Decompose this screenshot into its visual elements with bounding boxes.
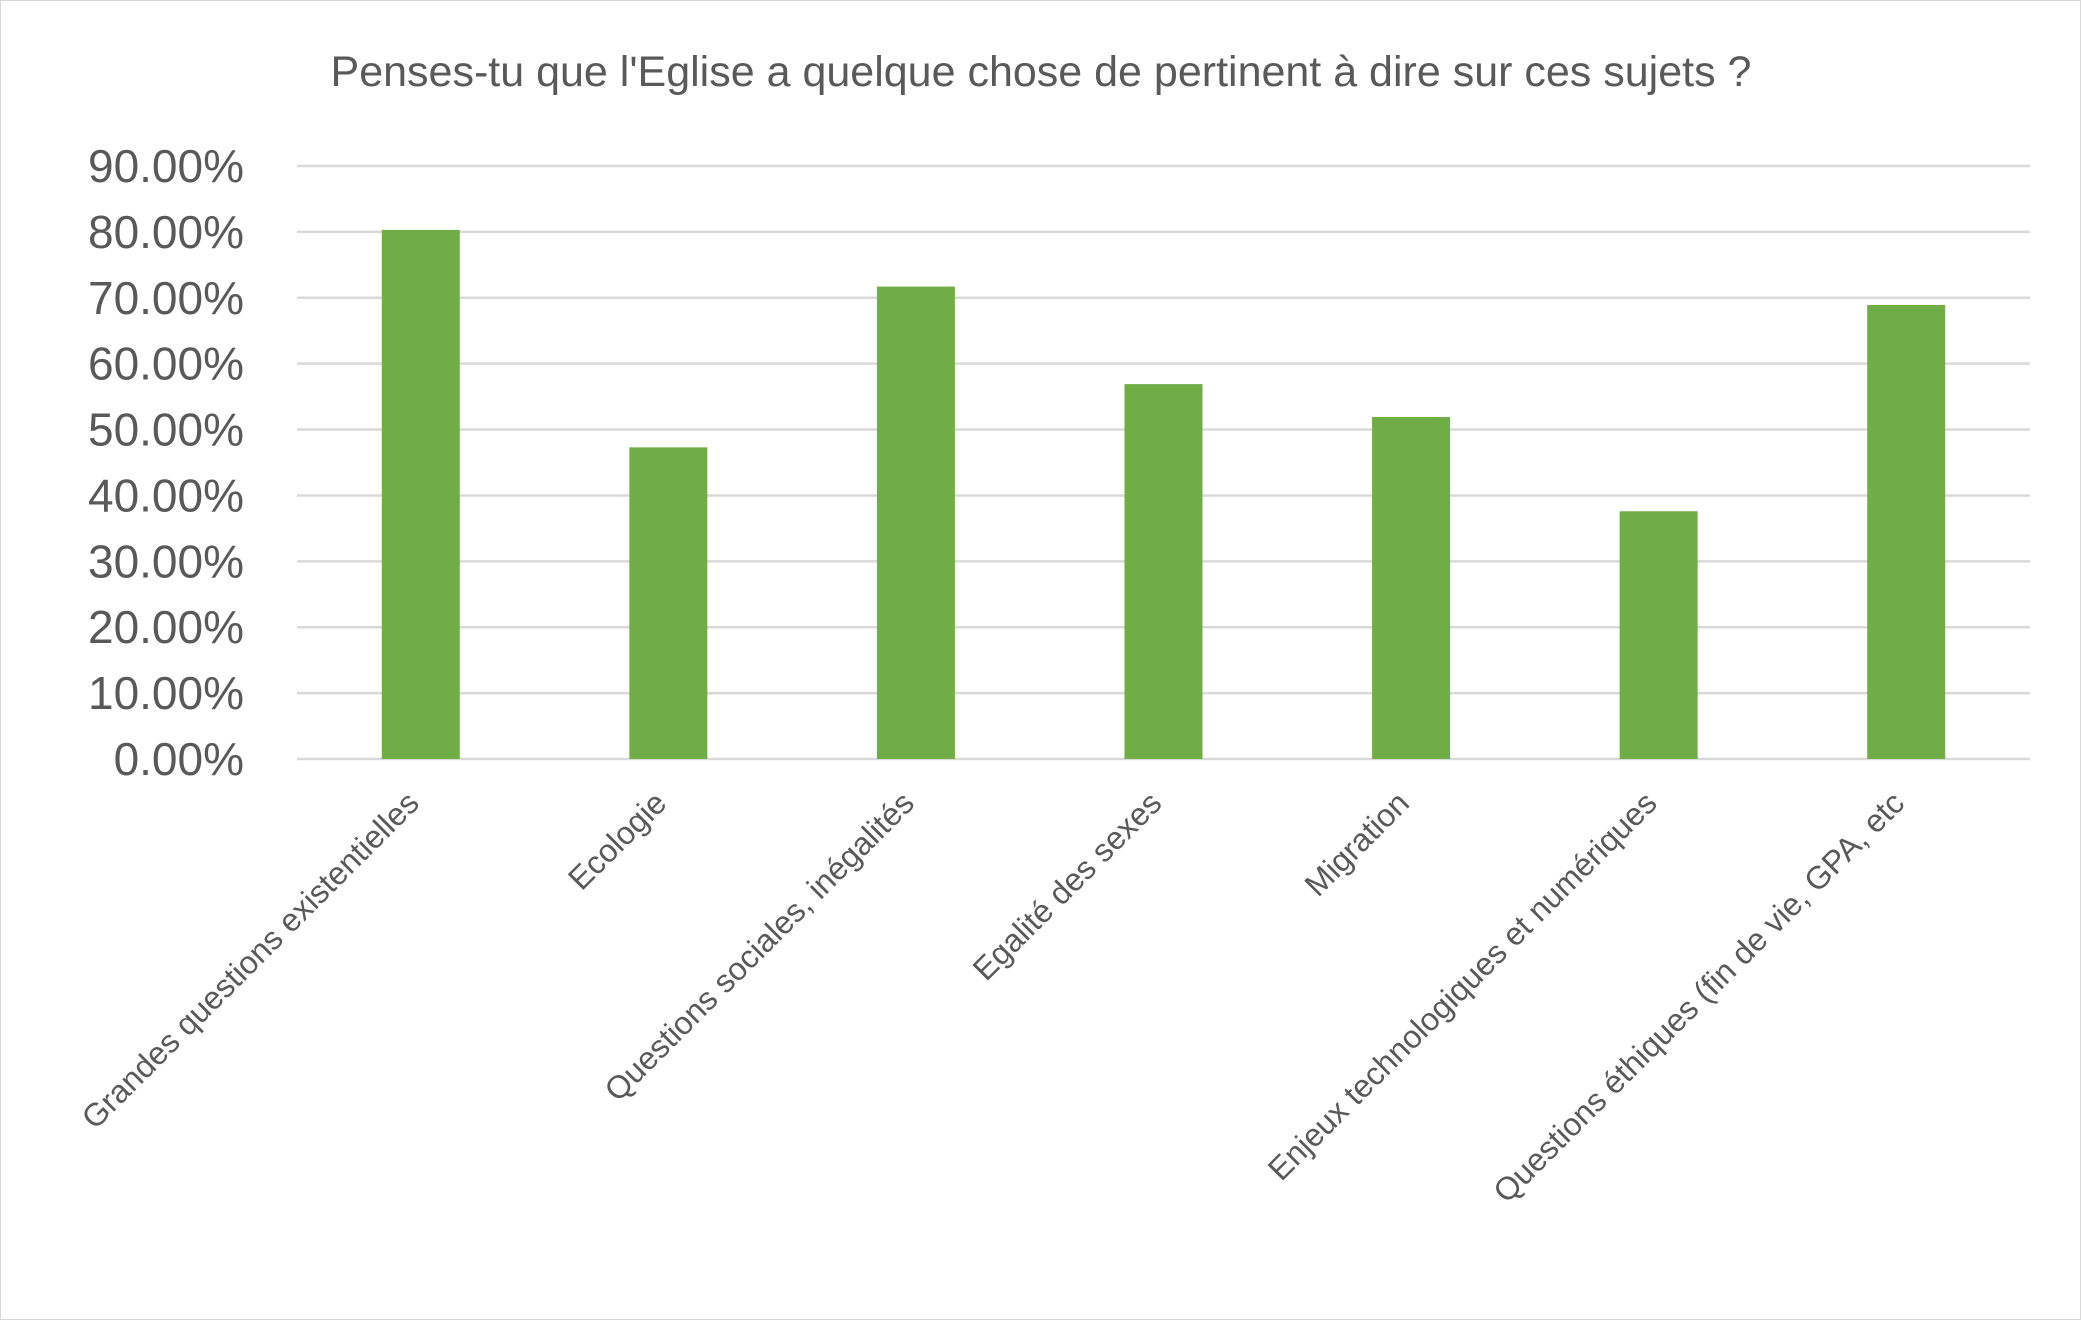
y-tick-label: 30.00%	[88, 535, 244, 587]
bar	[1372, 417, 1451, 759]
bar	[381, 229, 460, 759]
y-tick-label: 10.00%	[88, 667, 244, 719]
bar	[876, 286, 955, 759]
bar	[1124, 384, 1203, 759]
bar	[1619, 511, 1698, 759]
bar	[629, 447, 708, 759]
x-tick-label: Ecologie	[561, 784, 673, 896]
y-tick-label: 90.00%	[88, 140, 244, 192]
x-tick-label: Questions éthiques (fin de vie, GPA, etc	[1486, 784, 1911, 1209]
x-tick-label: Grandes questions existentielles	[75, 784, 426, 1135]
y-tick-label: 40.00%	[88, 469, 244, 521]
y-tick-label: 0.00%	[114, 733, 244, 785]
x-tick-label: Egalité des sexes	[966, 784, 1169, 987]
y-tick-label: 60.00%	[88, 338, 244, 390]
x-axis-ticks: Grandes questions existentielles Ecologie…	[75, 784, 1912, 1209]
y-tick-label: 20.00%	[88, 601, 244, 653]
y-tick-label: 80.00%	[88, 206, 244, 258]
chart-title: Penses-tu que l'Eglise a quelque chose d…	[331, 48, 1752, 96]
y-tick-label: 70.00%	[88, 272, 244, 324]
y-tick-label: 50.00%	[88, 404, 244, 456]
y-axis-ticks: 0.00% 10.00% 20.00% 30.00% 40.00% 50.00% 60.00…	[88, 140, 244, 785]
x-tick-label: Enjeux technologiques et numériques	[1261, 784, 1664, 1187]
bars	[381, 229, 1946, 759]
bar	[1867, 305, 1946, 759]
x-tick-label: Migration	[1298, 784, 1417, 903]
